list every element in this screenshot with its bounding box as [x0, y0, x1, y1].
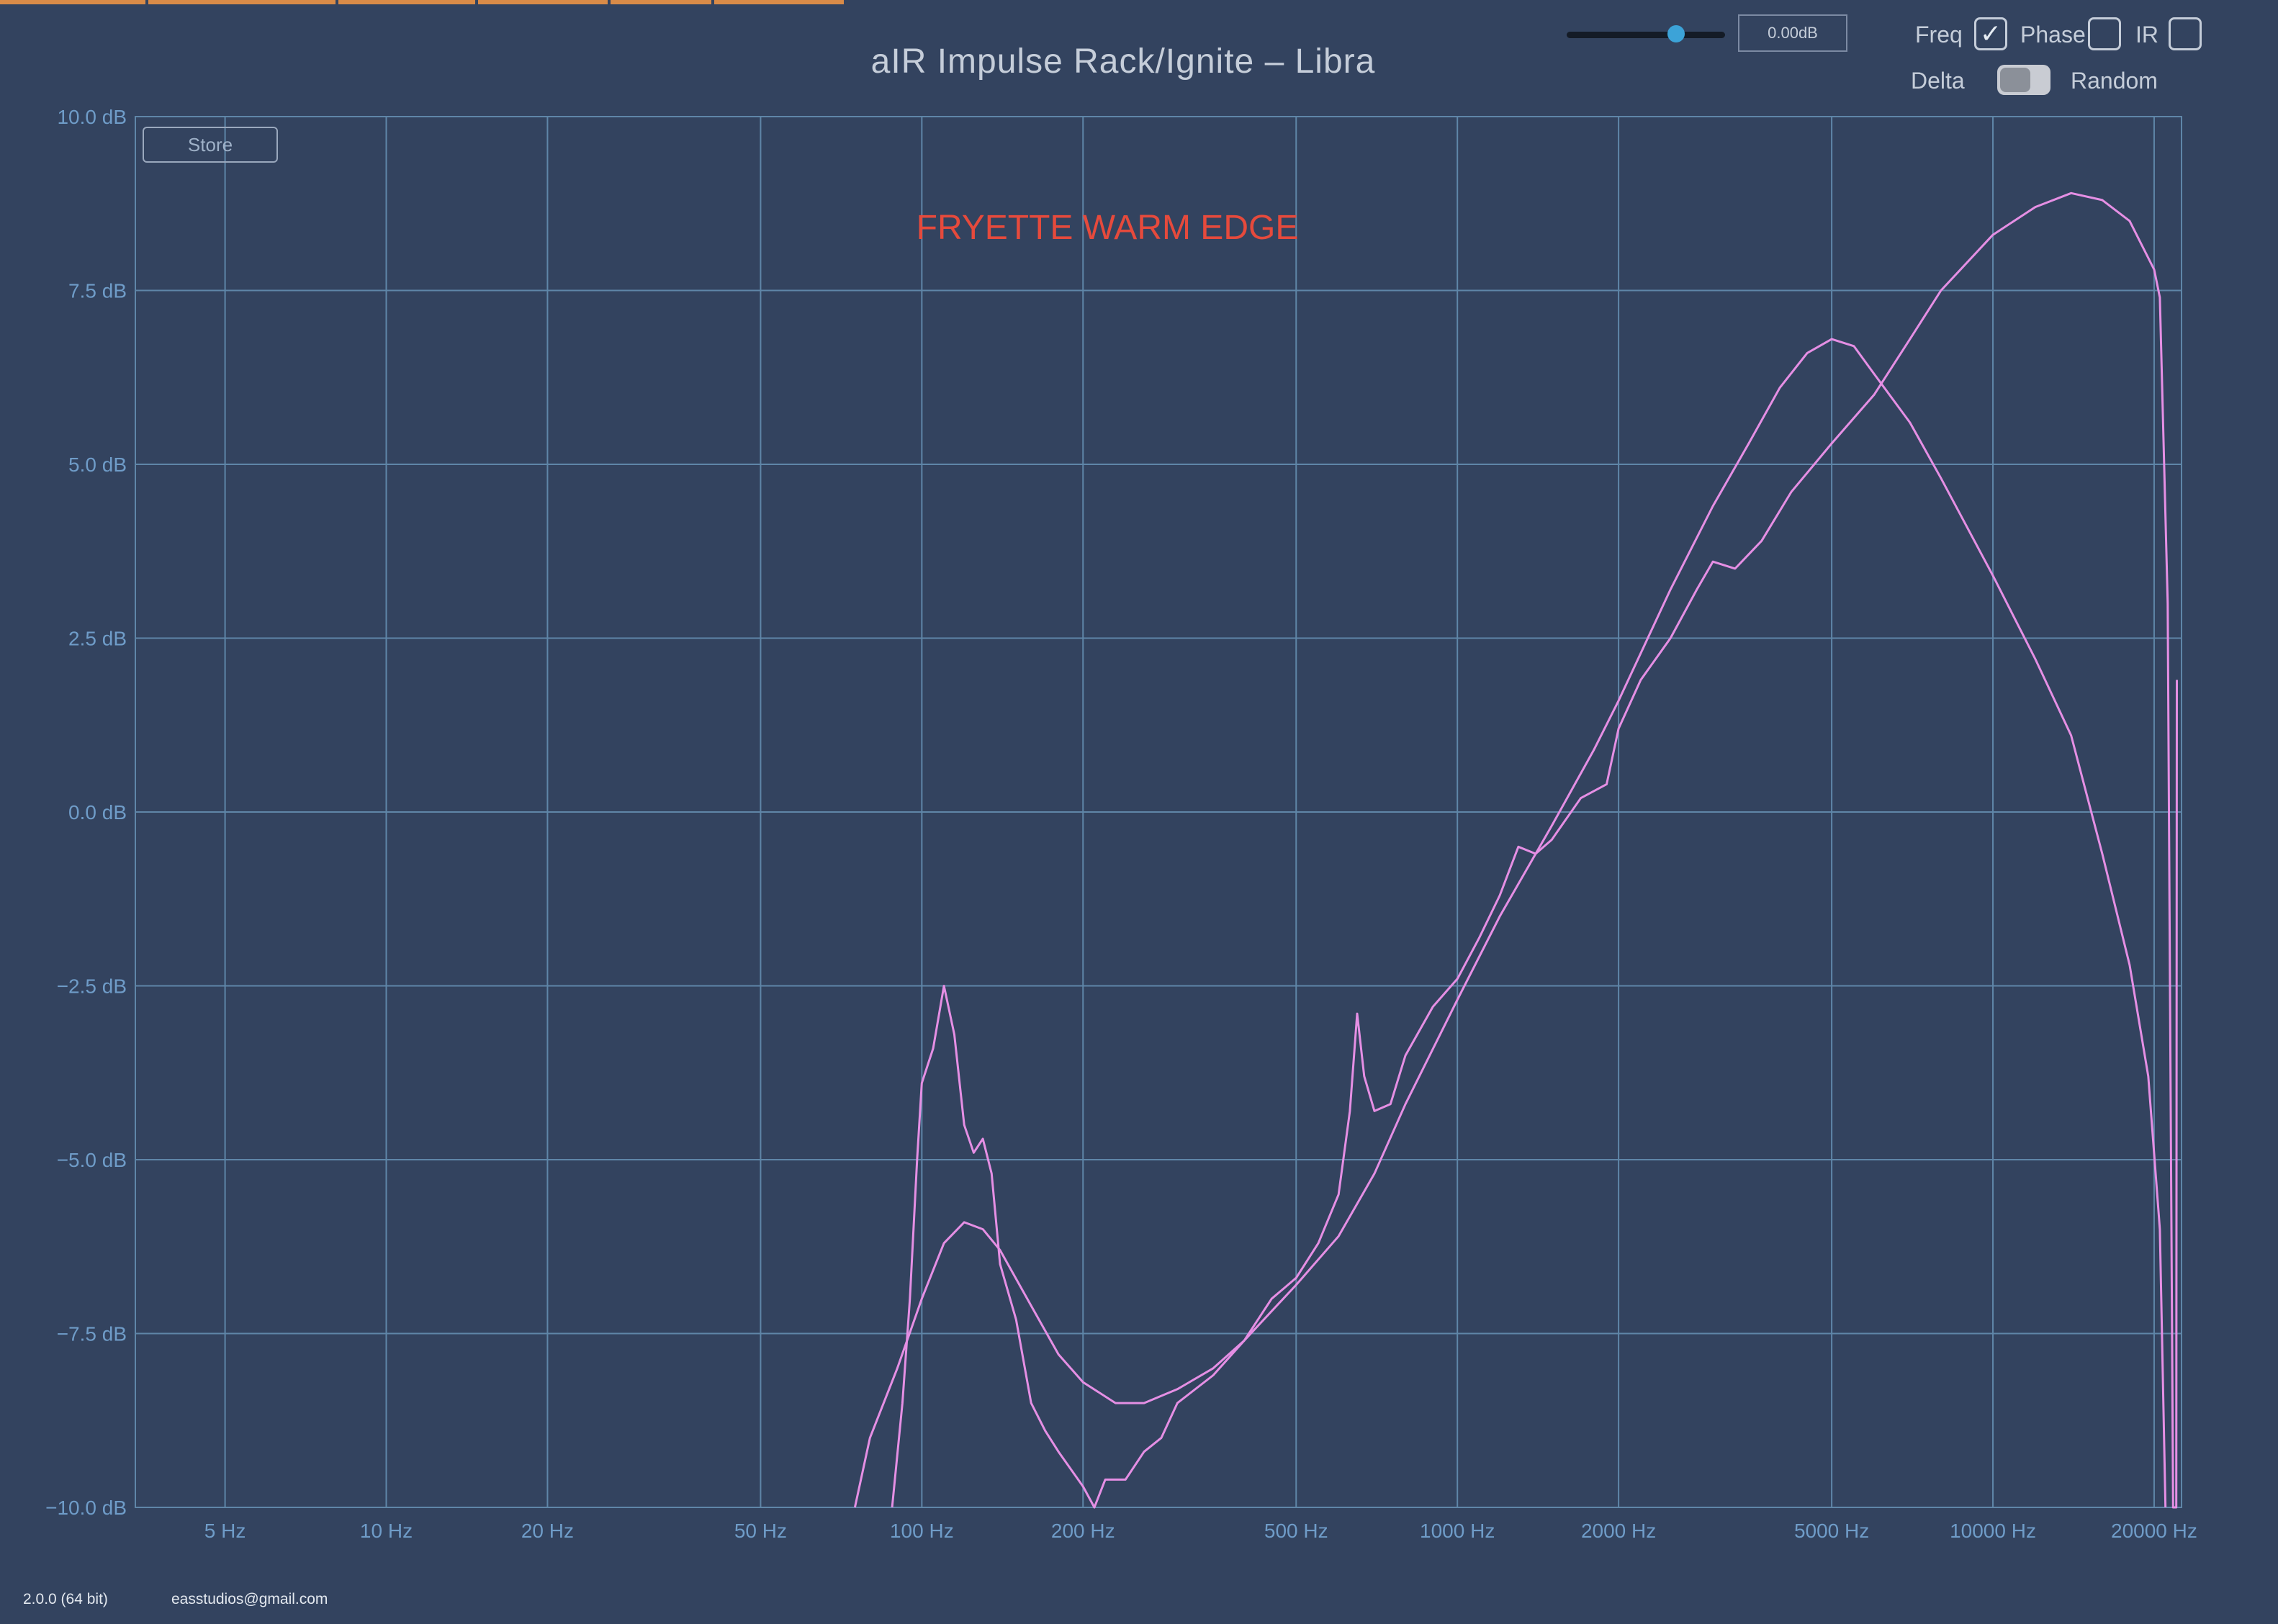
tab-segment[interactable] — [478, 0, 608, 4]
y-tick-label: −10.0 dB — [45, 1497, 127, 1519]
version-label: 2.0.0 (64 bit) — [23, 1591, 108, 1607]
x-tick-label: 2000 Hz — [1581, 1520, 1656, 1542]
y-axis: 10.0 dB 7.5 dB 5.0 dB 2.5 dB 0.0 dB −2.5 dB −5… — [45, 106, 127, 1519]
ir-checkbox[interactable] — [2169, 17, 2202, 50]
freq-checkbox[interactable]: ✓ — [1974, 17, 2007, 50]
x-tick-label: 200 Hz — [1051, 1520, 1115, 1542]
response-curve-1 — [853, 338, 2167, 1508]
tab-segment[interactable] — [714, 0, 844, 4]
y-tick-label: −5.0 dB — [57, 1149, 127, 1171]
x-tick-label: 1000 Hz — [1420, 1520, 1495, 1542]
ir-label: IR — [2135, 22, 2158, 48]
y-tick-label: 2.5 dB — [68, 628, 127, 650]
delta-random-toggle[interactable] — [1997, 65, 2050, 95]
store-button[interactable]: Store — [143, 127, 278, 163]
chart-grid — [135, 116, 2182, 1508]
gain-value-field[interactable]: 0.00dB — [1738, 14, 1847, 52]
x-tick-label: 5000 Hz — [1794, 1520, 1869, 1542]
slider-thumb[interactable] — [1667, 25, 1685, 42]
x-tick-label: 5 Hz — [204, 1520, 246, 1542]
tab-segment[interactable] — [338, 0, 475, 4]
tab-strip — [0, 0, 850, 4]
x-tick-label: 50 Hz — [734, 1520, 787, 1542]
y-tick-label: 5.0 dB — [68, 454, 127, 476]
toggle-knob[interactable] — [2000, 68, 2030, 92]
x-tick-label: 20 Hz — [521, 1520, 574, 1542]
x-axis: 5 Hz 10 Hz 20 Hz 50 Hz 100 Hz 200 Hz 500 Hz 100… — [204, 1520, 2197, 1542]
freq-label: Freq — [1915, 22, 1963, 48]
x-tick-label: 10000 Hz — [1950, 1520, 2036, 1542]
delta-label: Delta — [1911, 68, 1965, 94]
y-tick-label: 7.5 dB — [68, 280, 127, 302]
slider-track[interactable] — [1567, 32, 1725, 38]
tab-segment[interactable] — [0, 0, 145, 4]
check-icon: ✓ — [1979, 19, 2002, 48]
y-tick-label: 0.0 dB — [68, 801, 127, 824]
x-tick-label: 500 Hz — [1264, 1520, 1328, 1542]
tab-segment[interactable] — [148, 0, 336, 4]
chart-annotation: FRYETTE WARM EDGE — [917, 209, 1299, 247]
random-label: Random — [2071, 68, 2158, 94]
app-title: aIR Impulse Rack/Ignite – Libra — [870, 42, 1376, 81]
x-tick-label: 20000 Hz — [2111, 1520, 2197, 1542]
x-tick-label: 100 Hz — [890, 1520, 954, 1542]
y-tick-label: −2.5 dB — [57, 975, 127, 998]
x-tick-label: 10 Hz — [360, 1520, 413, 1542]
y-tick-label: −7.5 dB — [57, 1323, 127, 1345]
tab-segment[interactable] — [611, 0, 711, 4]
contact-email: easstudios@gmail.com — [171, 1591, 328, 1607]
response-curves — [853, 191, 2178, 1509]
phase-label: Phase — [2020, 22, 2086, 48]
phase-checkbox[interactable] — [2088, 17, 2121, 50]
y-tick-label: 10.0 dB — [57, 106, 127, 128]
gain-slider[interactable] — [1567, 25, 1725, 42]
response-curve-2 — [891, 191, 2178, 1509]
